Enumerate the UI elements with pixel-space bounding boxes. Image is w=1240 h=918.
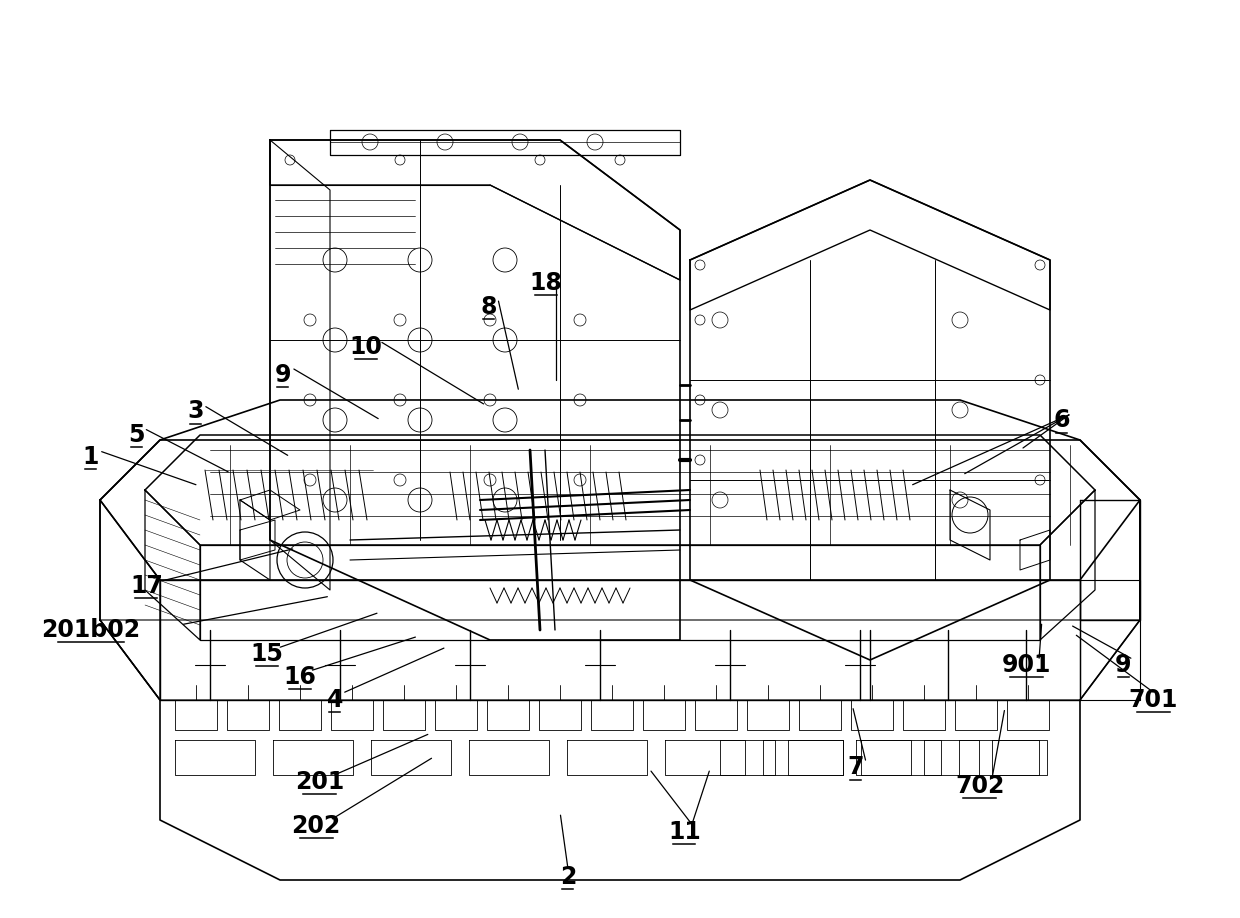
Text: 702: 702 [955,774,1004,798]
Text: 6: 6 [1053,409,1070,432]
Text: 3: 3 [187,399,205,423]
Text: 2: 2 [559,865,577,889]
Text: 202: 202 [291,814,341,838]
Text: 16: 16 [284,665,316,688]
Text: 1: 1 [82,445,99,469]
Text: 201b02: 201b02 [41,618,140,642]
Text: 4: 4 [326,688,343,711]
Text: 8: 8 [480,295,497,319]
Text: 15: 15 [250,642,283,666]
Text: 11: 11 [668,820,701,844]
Text: 9: 9 [274,363,291,386]
Text: 701: 701 [1128,688,1178,711]
Text: 901: 901 [1002,653,1052,677]
Text: 5: 5 [128,423,145,447]
Text: 18: 18 [529,271,562,295]
Text: 17: 17 [130,574,162,598]
Text: 10: 10 [350,335,382,359]
Text: 7: 7 [847,756,864,779]
Text: 9: 9 [1115,653,1132,677]
Text: 201: 201 [295,770,345,794]
